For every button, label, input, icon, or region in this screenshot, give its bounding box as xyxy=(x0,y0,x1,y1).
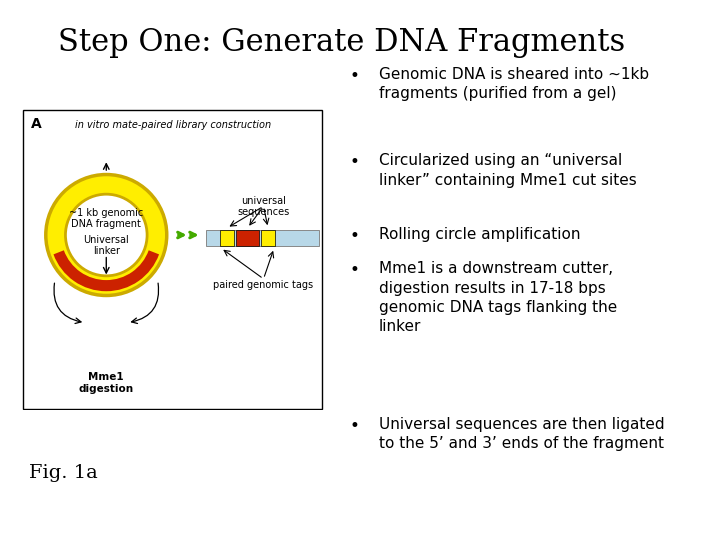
Bar xyxy=(206,231,320,246)
Text: Universal
linker: Universal linker xyxy=(84,235,129,256)
Text: •: • xyxy=(349,227,359,245)
Text: paired genomic tags: paired genomic tags xyxy=(213,280,314,291)
Text: Step One: Generate DNA Fragments: Step One: Generate DNA Fragments xyxy=(58,27,625,58)
Bar xyxy=(235,231,259,246)
Text: Universal sequences are then ligated
to the 5’ and 3’ ends of the fragment: Universal sequences are then ligated to … xyxy=(379,417,665,451)
Text: Mme1 is a downstream cutter,
digestion results in 17-18 bps
genomic DNA tags fla: Mme1 is a downstream cutter, digestion r… xyxy=(379,261,617,334)
Text: Fig. 1a: Fig. 1a xyxy=(29,464,97,482)
Circle shape xyxy=(66,194,147,276)
Text: Circularized using an “universal
linker” containing Mme1 cut sites: Circularized using an “universal linker”… xyxy=(379,153,636,187)
Text: Genomic DNA is sheared into ~1kb
fragments (purified from a gel): Genomic DNA is sheared into ~1kb fragmen… xyxy=(379,67,649,101)
Text: ~1 kb genomic
DNA fragment: ~1 kb genomic DNA fragment xyxy=(69,207,143,229)
Text: •: • xyxy=(349,417,359,435)
Circle shape xyxy=(46,174,167,295)
Bar xyxy=(261,231,275,246)
Text: A: A xyxy=(31,117,42,131)
Text: Rolling circle amplification: Rolling circle amplification xyxy=(379,227,580,242)
Bar xyxy=(220,231,234,246)
Text: •: • xyxy=(349,67,359,85)
Text: Mme1
digestion: Mme1 digestion xyxy=(78,372,134,394)
Text: •: • xyxy=(349,153,359,171)
Text: •: • xyxy=(349,261,359,279)
Text: universal
sequences: universal sequences xyxy=(238,195,289,217)
Text: in vitro mate-paired library construction: in vitro mate-paired library constructio… xyxy=(75,120,271,130)
